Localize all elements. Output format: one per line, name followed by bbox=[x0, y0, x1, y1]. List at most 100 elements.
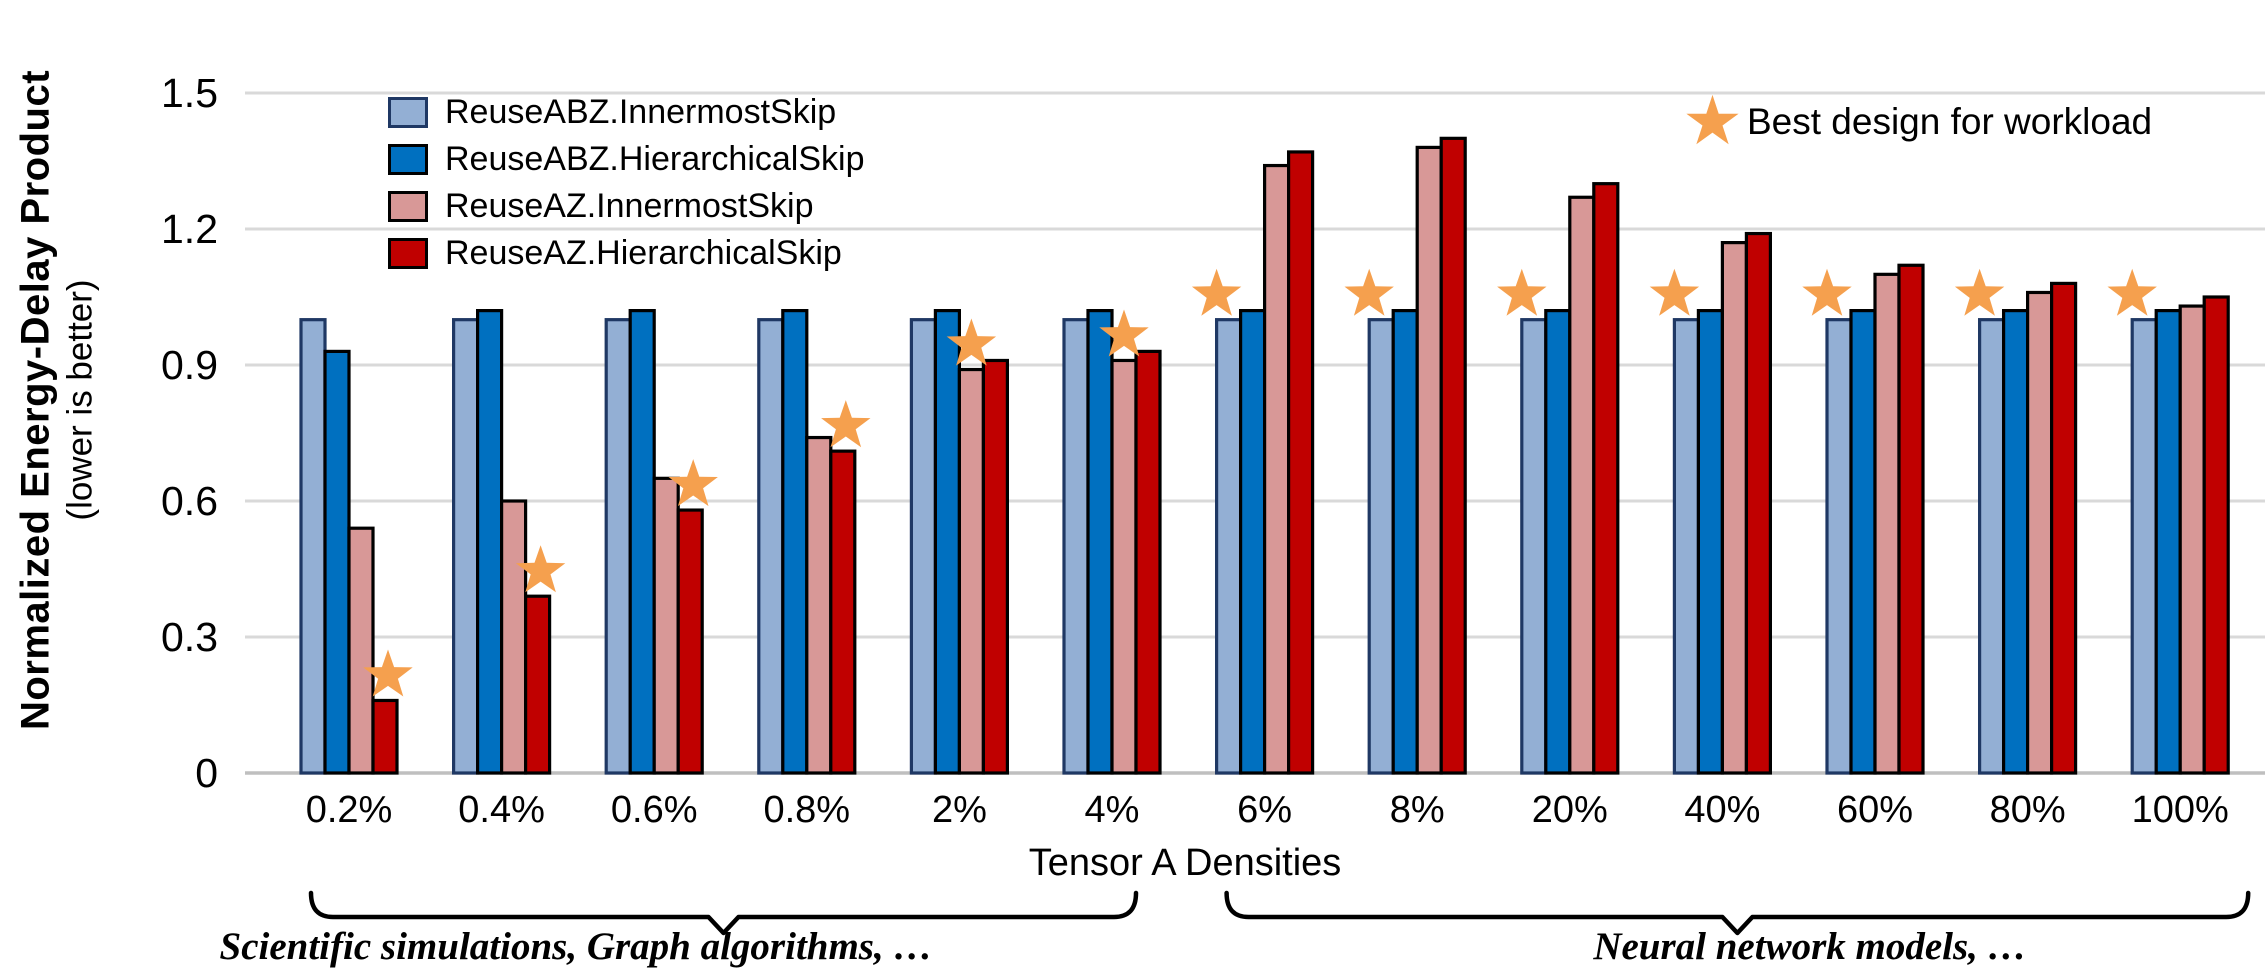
bar-ReuseABZ.InnermostSkip-6% bbox=[1214, 318, 1243, 775]
workload-group-brace-1 bbox=[1224, 890, 2251, 936]
bar-ReuseABZ.InnermostSkip-2% bbox=[909, 318, 938, 775]
bar-ReuseAZ.HierarchicalSkip-40% bbox=[1744, 231, 1773, 775]
bar-ReuseABZ.HierarchicalSkip-6% bbox=[1238, 309, 1267, 775]
bar-ReuseAZ.InnermostSkip-0.2% bbox=[347, 526, 375, 775]
best-design-star-2% bbox=[946, 318, 997, 366]
x-tick-label-6%: 6% bbox=[1237, 789, 1292, 831]
bar-ReuseABZ.InnermostSkip-80% bbox=[1977, 318, 2006, 775]
x-tick-label-100%: 100% bbox=[2132, 789, 2229, 831]
best-design-legend-label: Best design for workload bbox=[1746, 101, 2153, 142]
best-design-star-6% bbox=[1191, 268, 1242, 316]
legend-swatch bbox=[388, 238, 428, 269]
y-axis-title-line1: Normalized Energy-Delay Product bbox=[13, 69, 58, 731]
x-tick-label-80%: 80% bbox=[1990, 789, 2066, 831]
x-tick-label-0.4%: 0.4% bbox=[458, 789, 545, 831]
y-axis-title-line2: (lower is better) bbox=[60, 279, 100, 521]
bar-ReuseABZ.HierarchicalSkip-4% bbox=[1086, 309, 1114, 775]
bar-ReuseAZ.InnermostSkip-0.6% bbox=[652, 476, 680, 775]
bar-ReuseABZ.HierarchicalSkip-8% bbox=[1391, 309, 1419, 775]
x-tick-label-20%: 20% bbox=[1532, 789, 1608, 831]
best-design-star-80% bbox=[1954, 268, 2005, 316]
best-design-legend: ★ Best design for workload bbox=[1682, 82, 2153, 161]
bar-ReuseABZ.HierarchicalSkip-20% bbox=[1544, 309, 1572, 775]
bar-ReuseAZ.HierarchicalSkip-4% bbox=[1134, 349, 1162, 775]
bar-ReuseABZ.InnermostSkip-8% bbox=[1367, 318, 1395, 775]
workload-group-label-scientific: Scientific simulations, Graph algorithms… bbox=[219, 925, 933, 968]
x-axis-title: Tensor A Densities bbox=[1028, 842, 1342, 884]
bar-ReuseAZ.HierarchicalSkip-6% bbox=[1286, 150, 1315, 775]
x-tick-label-0.8%: 0.8% bbox=[763, 789, 850, 831]
bar-ReuseAZ.InnermostSkip-100% bbox=[2178, 304, 2206, 775]
legend-item-ReuseABZ.HierarchicalSkip: ReuseABZ.HierarchicalSkip bbox=[388, 140, 865, 178]
bar-ReuseABZ.InnermostSkip-100% bbox=[2130, 318, 2158, 775]
best-design-star-0.2% bbox=[363, 649, 413, 697]
x-tick-label-0.6%: 0.6% bbox=[611, 789, 698, 831]
bar-ReuseAZ.InnermostSkip-80% bbox=[2025, 290, 2054, 775]
legend-swatch bbox=[388, 97, 428, 128]
y-axis-title: Normalized Energy-Delay Product (lower i… bbox=[14, 70, 101, 730]
bar-ReuseABZ.HierarchicalSkip-0.6% bbox=[628, 309, 656, 775]
best-design-star-100% bbox=[2107, 268, 2157, 316]
bar-ReuseAZ.InnermostSkip-40% bbox=[1720, 241, 1749, 775]
x-tick-label-0.2%: 0.2% bbox=[306, 789, 393, 831]
best-design-star-20% bbox=[1497, 268, 1547, 316]
y-tick-label: 0 bbox=[195, 750, 218, 796]
bar-ReuseABZ.HierarchicalSkip-80% bbox=[2001, 309, 2030, 775]
bar-ReuseABZ.InnermostSkip-0.6% bbox=[604, 318, 632, 775]
bar-ReuseABZ.InnermostSkip-60% bbox=[1825, 318, 1853, 775]
bar-ReuseAZ.HierarchicalSkip-0.6% bbox=[676, 508, 704, 775]
bar-ReuseAZ.HierarchicalSkip-20% bbox=[1592, 182, 1620, 775]
bar-ReuseAZ.HierarchicalSkip-100% bbox=[2202, 295, 2230, 775]
x-tick-label-2%: 2% bbox=[932, 789, 987, 831]
best-design-star-60% bbox=[1802, 268, 1852, 316]
legend-swatch bbox=[388, 144, 428, 175]
bar-ReuseAZ.HierarchicalSkip-8% bbox=[1439, 136, 1467, 775]
legend-item-ReuseAZ.HierarchicalSkip: ReuseAZ.HierarchicalSkip bbox=[388, 234, 865, 272]
best-design-star-4% bbox=[1099, 309, 1149, 357]
bar-ReuseABZ.InnermostSkip-0.8% bbox=[757, 318, 785, 775]
legend-label: ReuseAZ.HierarchicalSkip bbox=[445, 234, 842, 272]
x-tick-label-40%: 40% bbox=[1684, 789, 1760, 831]
best-design-star-40% bbox=[1649, 268, 1700, 316]
bar-ReuseABZ.InnermostSkip-40% bbox=[1672, 318, 1701, 775]
workload-group-label-neural: Neural network models, … bbox=[1593, 925, 2027, 968]
legend-label: ReuseAZ.InnermostSkip bbox=[445, 187, 814, 225]
bar-ReuseAZ.InnermostSkip-20% bbox=[1568, 195, 1596, 775]
x-tick-label-60%: 60% bbox=[1837, 789, 1913, 831]
bar-ReuseAZ.InnermostSkip-4% bbox=[1110, 358, 1138, 775]
bar-ReuseAZ.HierarchicalSkip-0.4% bbox=[523, 594, 552, 775]
star-icon: ★ bbox=[1682, 82, 1743, 161]
x-tick-label-4%: 4% bbox=[1085, 789, 1140, 831]
bar-ReuseAZ.InnermostSkip-0.4% bbox=[500, 499, 528, 775]
bar-ReuseAZ.HierarchicalSkip-0.2% bbox=[371, 698, 399, 775]
bar-ReuseABZ.InnermostSkip-0.4% bbox=[452, 318, 480, 775]
bar-ReuseAZ.HierarchicalSkip-0.8% bbox=[829, 449, 857, 775]
legend-item-ReuseAZ.InnermostSkip: ReuseAZ.InnermostSkip bbox=[388, 187, 865, 225]
y-tick-label: 1.2 bbox=[161, 206, 218, 252]
bar-ReuseABZ.HierarchicalSkip-60% bbox=[1849, 309, 1877, 775]
best-design-star-8% bbox=[1344, 268, 1394, 316]
bar-ReuseABZ.InnermostSkip-0.2% bbox=[299, 318, 327, 775]
y-tick-label: 0.3 bbox=[161, 614, 218, 660]
bar-ReuseABZ.HierarchicalSkip-0.8% bbox=[781, 309, 809, 775]
y-tick-label: 0.9 bbox=[161, 342, 218, 388]
legend-item-ReuseABZ.InnermostSkip: ReuseABZ.InnermostSkip bbox=[388, 93, 865, 131]
best-design-star-0.4% bbox=[515, 545, 566, 593]
bar-ReuseAZ.InnermostSkip-0.8% bbox=[805, 435, 833, 775]
legend-swatch bbox=[388, 191, 428, 222]
bar-ReuseABZ.HierarchicalSkip-0.4% bbox=[476, 309, 504, 775]
y-tick-label: 1.5 bbox=[161, 70, 218, 116]
bar-ReuseABZ.InnermostSkip-20% bbox=[1520, 318, 1548, 775]
y-tick-label: 0.6 bbox=[161, 478, 218, 524]
bar-ReuseAZ.HierarchicalSkip-80% bbox=[2050, 281, 2078, 775]
bar-ReuseAZ.InnermostSkip-60% bbox=[1873, 272, 1901, 775]
bar-ReuseABZ.HierarchicalSkip-40% bbox=[1696, 309, 1725, 775]
bar-ReuseAZ.HierarchicalSkip-60% bbox=[1897, 263, 1925, 775]
series-legend: ReuseABZ.InnermostSkip ReuseABZ.Hierarchi… bbox=[388, 93, 865, 284]
bar-ReuseAZ.InnermostSkip-6% bbox=[1262, 163, 1291, 775]
bar-ReuseABZ.HierarchicalSkip-0.2% bbox=[323, 349, 351, 775]
bar-ReuseABZ.HierarchicalSkip-2% bbox=[933, 309, 962, 775]
x-tick-label-8%: 8% bbox=[1390, 789, 1445, 831]
legend-label: ReuseABZ.HierarchicalSkip bbox=[445, 140, 865, 178]
